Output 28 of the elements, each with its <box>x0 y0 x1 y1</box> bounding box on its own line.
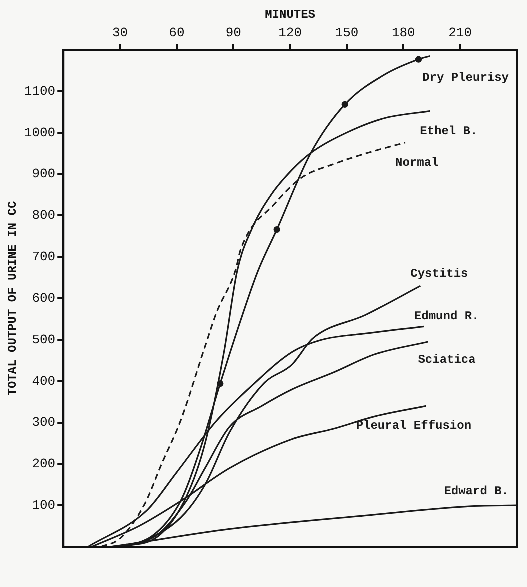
x-tick-label: 180 <box>392 26 416 41</box>
y-tick-label: 1000 <box>24 125 56 140</box>
series-label: Normal <box>396 156 439 170</box>
y-tick-label: 600 <box>32 290 56 306</box>
y-tick-label: 100 <box>32 498 56 514</box>
series-label: Edmund R. <box>414 310 480 324</box>
series-label: Dry Pleurisy <box>422 71 510 86</box>
y-tick-label: 700 <box>32 250 56 265</box>
x-axis-title: MINUTES <box>265 8 316 22</box>
x-tick-label: 120 <box>278 26 302 41</box>
y-tick-label: 900 <box>32 166 56 182</box>
series-label: Edward B. <box>444 484 509 499</box>
y-tick-label: 400 <box>32 374 56 389</box>
y-tick-label: 300 <box>32 415 56 430</box>
series-label: Sciatica <box>418 353 476 368</box>
series-label: Ethel B. <box>420 124 478 138</box>
x-tick-label: 150 <box>335 26 359 41</box>
series-label: Cystitis <box>410 267 468 282</box>
x-tick-label: 90 <box>226 26 242 41</box>
y-tick-label: 800 <box>32 208 56 224</box>
x-tick-label: 60 <box>169 26 185 41</box>
series-label: Pleural Effusion <box>356 419 472 434</box>
x-tick-label: 210 <box>448 26 472 41</box>
y-tick-label: 500 <box>32 332 56 348</box>
y-tick-label: 1100 <box>24 84 56 99</box>
x-tick-label: 30 <box>112 26 128 41</box>
y-tick-label: 200 <box>32 456 56 472</box>
y-axis-title: TOTAL OUTPUT OF URINE IN CC <box>6 201 20 396</box>
